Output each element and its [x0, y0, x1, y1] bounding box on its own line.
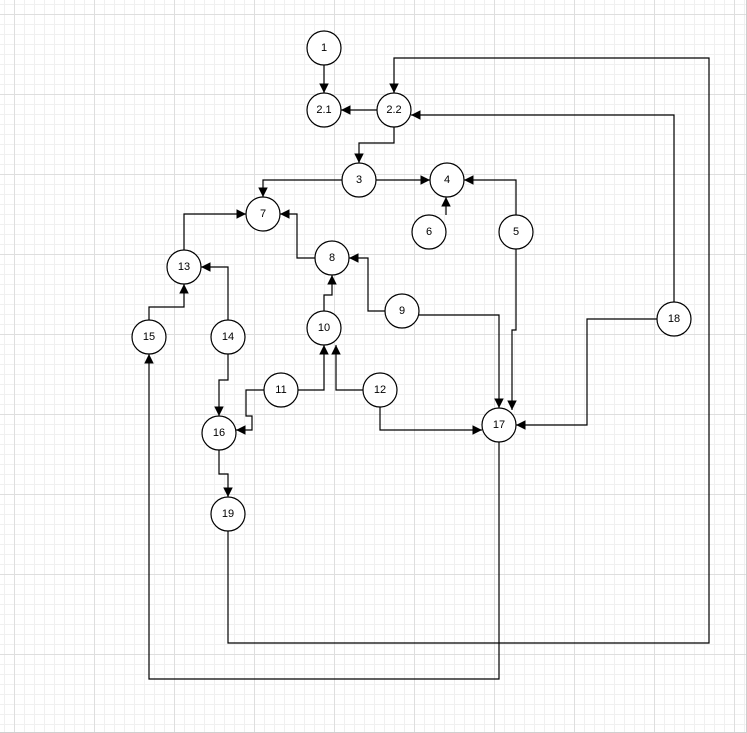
node-label: 2.2: [386, 104, 401, 116]
node-7[interactable]: 7: [245, 196, 281, 232]
edge-11-to-16: [236, 389, 264, 435]
nodes-layer: 1 2.1 2.2 3 4 5 6 7 8 9 10 11 12 13 14 15 16 17 18 19: [131, 30, 692, 532]
node-13[interactable]: 13: [166, 249, 202, 285]
node-17[interactable]: 17: [481, 407, 517, 443]
node-label: 10: [318, 322, 330, 334]
node-circle: [411, 214, 447, 250]
edge-9-to-17: [419, 314, 504, 408]
node-label: 16: [213, 427, 225, 439]
node-circle: [201, 415, 237, 451]
node-label: 11: [275, 384, 286, 396]
node-label: 3: [356, 174, 362, 186]
node-circle: [166, 249, 202, 285]
node-19[interactable]: 19: [210, 496, 246, 532]
node-circle: [376, 92, 412, 128]
node-circle: [306, 30, 342, 66]
node-circle: [384, 293, 420, 329]
edge-5-to-17: [507, 249, 517, 410]
node-4[interactable]: 4: [429, 162, 465, 198]
node-label: 18: [668, 313, 680, 325]
edge-5-to-4: [464, 175, 517, 215]
node-16[interactable]: 16: [201, 415, 237, 451]
edge-15-to-13: [148, 284, 189, 320]
node-label: 2.1: [316, 104, 331, 116]
node-circle: [263, 372, 299, 408]
node-circle: [131, 319, 167, 355]
node-21[interactable]: 2.1: [306, 92, 342, 128]
node-11[interactable]: 11: [263, 372, 299, 408]
node-circle: [210, 319, 246, 355]
node-3[interactable]: 3: [341, 162, 377, 198]
edge-11-to-10: [298, 345, 329, 391]
node-label: 19: [222, 508, 234, 520]
edge-18-to-22: [411, 110, 675, 302]
node-6[interactable]: 6: [411, 214, 447, 250]
node-18[interactable]: 18: [656, 301, 692, 337]
node-1[interactable]: 1: [306, 30, 342, 66]
node-circle: [429, 162, 465, 198]
edge-19-to-22: [227, 57, 710, 644]
edge-22-to-3: [354, 127, 395, 163]
edge-12-to-10: [331, 345, 363, 391]
edge-9-to-8: [349, 253, 385, 312]
node-label: 5: [513, 226, 519, 238]
node-circle: [341, 162, 377, 198]
node-label: 6: [426, 226, 432, 238]
node-label: 14: [222, 331, 234, 343]
node-8[interactable]: 8: [314, 240, 350, 276]
node-label: 7: [260, 208, 266, 220]
node-5[interactable]: 5: [498, 214, 534, 250]
node-circle: [362, 372, 398, 408]
node-label: 15: [143, 331, 155, 343]
edge-16-to-19: [218, 450, 233, 497]
node-label: 4: [444, 174, 450, 186]
edge-3-to-7: [258, 179, 342, 197]
node-circle: [481, 407, 517, 443]
node-label: 1: [321, 42, 327, 54]
node-label: 12: [374, 384, 386, 396]
node-circle: [656, 301, 692, 337]
edge-13-to-7: [183, 209, 246, 250]
edge-14-to-16: [214, 354, 229, 416]
node-circle: [210, 496, 246, 532]
edge-14-to-13: [201, 262, 229, 320]
node-circle: [306, 92, 342, 128]
node-15[interactable]: 15: [131, 319, 167, 355]
node-circle: [314, 240, 350, 276]
node-label: 9: [399, 305, 405, 317]
node-circle: [245, 196, 281, 232]
edge-12-to-17: [379, 407, 482, 435]
node-9[interactable]: 9: [384, 293, 420, 329]
edges-layer: [144, 57, 710, 680]
edge-17-to-15: [144, 354, 500, 680]
node-12[interactable]: 12: [362, 372, 398, 408]
node-label: 17: [493, 419, 505, 431]
edge-18-to-17: [516, 318, 657, 430]
node-label: 13: [178, 261, 190, 273]
node-22[interactable]: 2.2: [376, 92, 412, 128]
edge-8-to-7: [280, 209, 315, 259]
node-14[interactable]: 14: [210, 319, 246, 355]
node-circle: [498, 214, 534, 250]
edge-10-to-8: [323, 275, 337, 311]
node-label: 8: [329, 252, 335, 264]
node-circle: [306, 310, 342, 346]
node-10[interactable]: 10: [306, 310, 342, 346]
